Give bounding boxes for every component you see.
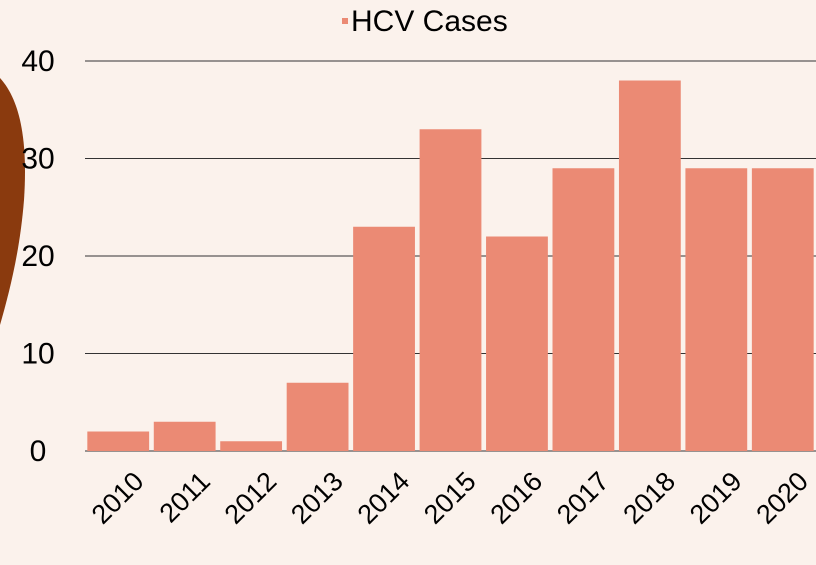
bar — [420, 129, 482, 451]
bar — [752, 168, 814, 451]
y-tick-label: 0 — [30, 435, 47, 468]
bar — [353, 227, 415, 451]
bar — [87, 432, 149, 452]
chart: 010203040HCV Cases2010201120122013201420… — [0, 0, 816, 565]
bar — [287, 383, 349, 451]
bar — [619, 81, 681, 452]
y-tick-label: 10 — [21, 337, 54, 370]
page: 010203040HCV Cases2010201120122013201420… — [0, 0, 816, 565]
bar — [154, 422, 216, 451]
bar — [220, 441, 282, 451]
legend-label: HCV Cases — [351, 5, 508, 38]
y-tick-label: 40 — [21, 45, 54, 78]
legend-marker — [342, 18, 348, 24]
bar — [685, 168, 747, 451]
bar — [553, 168, 615, 451]
y-tick-label: 30 — [21, 142, 54, 175]
bar — [486, 237, 548, 452]
y-tick-label: 20 — [21, 240, 54, 273]
